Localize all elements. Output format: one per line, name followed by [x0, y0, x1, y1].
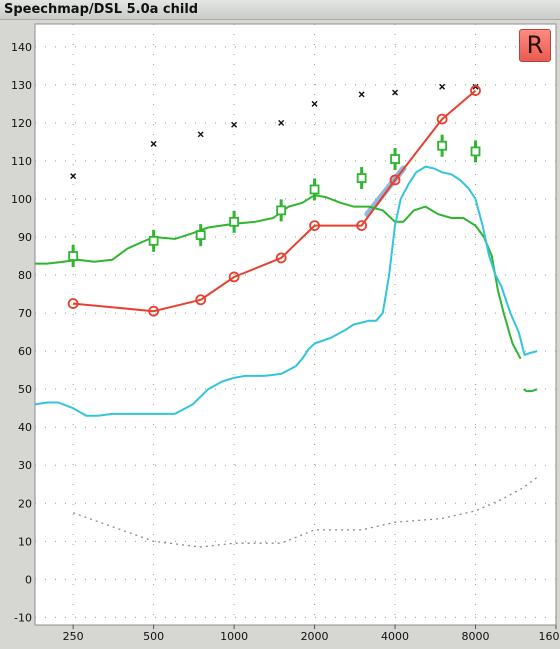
dotted-threshold-line — [72, 476, 539, 548]
cyan-line-line — [34, 165, 538, 417]
green-target-square — [68, 251, 79, 261]
x-tick-label: 16000 — [539, 630, 560, 643]
y-tick-label: 10 — [18, 535, 32, 548]
x-tick-label: 4000 — [381, 630, 409, 643]
series — [34, 83, 539, 548]
speechmap-chart: -10 0 10 20 30 40 50 60 70 80 90 100 110 120 130 140 25… — [11, 23, 560, 643]
target-point — [356, 220, 368, 232]
series-green-targets — [68, 134, 481, 268]
green-target-marker — [470, 140, 481, 163]
x-marker — [231, 121, 238, 128]
x-marker — [197, 131, 204, 138]
y-axis-tick-labels: -10 0 10 20 30 40 50 60 70 80 90 100 110 120 130 140 — [11, 41, 32, 625]
green-target-marker — [309, 178, 320, 201]
x-marker-stroke — [150, 140, 157, 147]
green-line-line — [35, 194, 522, 360]
target-point — [275, 252, 287, 264]
x-marker-stroke — [392, 89, 399, 96]
x-tick-label: 500 — [143, 630, 164, 643]
series-cyan-line — [34, 165, 538, 417]
green-target-square — [195, 230, 206, 241]
y-tick-label: 120 — [11, 117, 32, 130]
target-point — [309, 220, 320, 232]
green-target-square — [356, 173, 367, 183]
y-tick-label: 50 — [18, 383, 32, 396]
x-marker-stroke — [231, 121, 238, 128]
green-line-tail-line — [523, 388, 538, 393]
red-target-line — [73, 89, 477, 313]
y-tick-label: 110 — [11, 155, 32, 168]
target-point — [195, 294, 207, 306]
green-target-marker — [356, 167, 367, 190]
target-point — [67, 298, 79, 309]
x-marker — [311, 100, 318, 107]
x-marker — [150, 140, 157, 147]
green-target-marker — [437, 134, 448, 157]
y-tick-label: 0 — [25, 573, 32, 586]
green-target-square — [229, 216, 239, 227]
y-tick-label: 20 — [18, 497, 32, 510]
green-target-marker — [195, 224, 206, 247]
x-marker — [358, 91, 365, 98]
green-target-marker — [229, 210, 239, 233]
series-black-x — [70, 83, 479, 180]
target-point — [470, 85, 481, 96]
target-point — [148, 305, 160, 317]
green-target-square — [437, 140, 448, 151]
x-marker — [392, 89, 399, 96]
green-target-marker — [276, 199, 287, 222]
y-tick-label: 140 — [11, 41, 32, 54]
x-marker — [439, 83, 446, 90]
x-marker-stroke — [311, 100, 318, 107]
target-point — [389, 174, 401, 186]
x-axis-tick-labels: 250 500 1000 2000 4000 8000 16000 — [63, 630, 560, 643]
x-marker-stroke — [439, 83, 446, 90]
y-tick-label: 60 — [18, 345, 32, 358]
y-tick-label: 90 — [18, 231, 32, 244]
plot-area — [34, 23, 557, 626]
y-tick-label: 130 — [11, 79, 32, 92]
x-marker-stroke — [197, 131, 204, 138]
y-tick-label: 100 — [11, 193, 32, 206]
green-target-square — [390, 154, 400, 164]
y-tick-label: 30 — [18, 459, 32, 472]
y-tick-label: 70 — [18, 307, 32, 320]
series-green-line — [35, 194, 522, 360]
green-target-square — [148, 235, 159, 246]
title-bar: Speechmap/DSL 5.0a child — [0, 0, 560, 20]
x-tick-label: 2000 — [301, 630, 329, 643]
x-tick-label: 8000 — [462, 630, 490, 643]
y-tick-label: 40 — [18, 421, 32, 434]
green-target-marker — [148, 229, 159, 252]
green-target-square — [470, 146, 481, 157]
x-marker — [70, 173, 77, 180]
green-target-square — [276, 205, 287, 216]
green-target-square — [309, 184, 320, 195]
y-tick-label: -10 — [14, 611, 32, 624]
x-marker — [278, 119, 285, 126]
series-red-target — [67, 85, 481, 317]
window-title: Speechmap/DSL 5.0a child — [4, 2, 199, 17]
green-target-marker — [68, 245, 79, 268]
target-point — [436, 113, 448, 125]
target-point — [228, 271, 240, 283]
green-target-marker — [390, 148, 400, 171]
x-marker-stroke — [358, 91, 365, 98]
series-green-line-tail — [523, 388, 538, 393]
x-tick-label: 1000 — [220, 630, 248, 643]
x-marker-stroke — [278, 119, 285, 126]
x-marker-stroke — [70, 173, 77, 180]
right-ear-button[interactable]: R — [519, 29, 551, 62]
series-dotted-threshold — [72, 476, 539, 548]
x-tick-label: 250 — [63, 630, 84, 643]
y-tick-label: 80 — [18, 269, 32, 282]
